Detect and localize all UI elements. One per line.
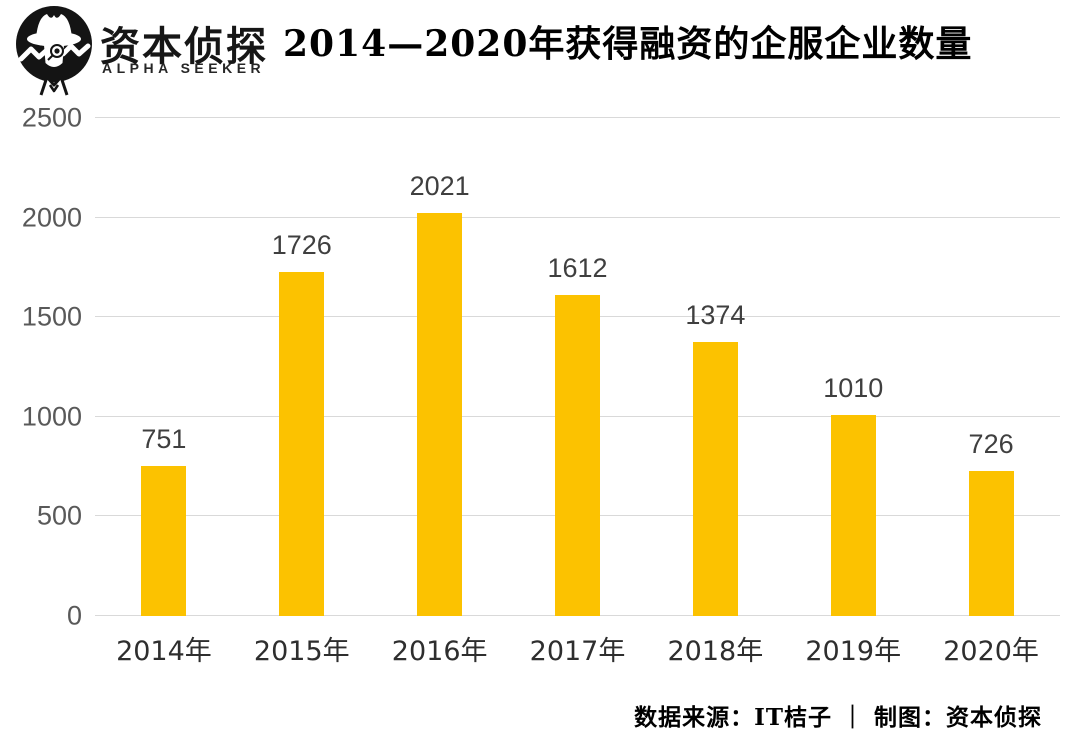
x-tick-label: 2018年 [667,636,764,667]
x-tick-label: 2015年 [253,636,350,667]
bar [279,272,325,616]
bar-value-label: 751 [141,424,187,455]
bar-chart-plot-area: 751 2014年 1726 2015年 2021 2016年 1612 2017年 1374 2… [95,117,1060,667]
detective-icon [16,6,92,96]
x-tick-label: 2014年 [116,636,212,667]
y-tick-label-500: 500 [36,500,82,531]
gridline-2500 [95,117,1060,118]
y-tick-label-1500: 1500 [21,301,82,332]
bar [692,342,738,616]
chart-title: 2014—2020年获得融资的企服企业数量 [283,23,973,65]
x-tick-label: 2017年 [529,636,626,667]
brand-name-english: ALPHA SEEKER [102,60,266,76]
x-tick-label: 2020年 [943,636,1039,667]
y-axis-tick-labels: 0 500 1000 1500 2000 2500 [14,103,82,631]
bar [968,471,1014,616]
y-tick-label-2000: 2000 [21,202,82,233]
bar-column-2019年: 1010 2019年 [784,118,922,667]
brand-name-chinese: 资本侦探 [100,24,268,70]
x-tick-label: 2016年 [391,636,488,667]
bar [417,213,463,616]
header: 资本侦探 ALPHA SEEKER 2014—2020年获得融资的企服企业数量 [0,0,1080,100]
bar-value-label: 2021 [409,171,470,202]
bar [555,294,600,616]
data-source-caption: 数据来源：IT桔子 ｜ 制图：资本侦探 [634,704,1042,731]
bar-column-2017年: 1612 2017年 [509,118,647,667]
y-tick-label-2500: 2500 [21,102,82,133]
bar-value-label: 726 [968,429,1014,460]
bars-row: 751 2014年 1726 2015年 2021 2016年 1612 2017年 1374 2… [95,118,1060,667]
bar-column-2018年: 1374 2018年 [646,118,784,667]
y-tick-label-0: 0 [66,600,82,631]
bar-column-2016年: 2021 2016年 [371,118,509,667]
y-tick-label-1000: 1000 [21,401,82,432]
gridline-2000 [95,216,1060,218]
bar-value-label: 1374 [685,300,746,331]
bar-column-2014年: 751 2014年 [95,118,233,667]
bar-column-2020年: 726 2020年 [922,118,1060,667]
bar [830,414,876,616]
alpha-seeker-detective-logo-icon [13,5,95,99]
bar-value-label: 1726 [271,230,332,261]
x-tick-label: 2019年 [805,636,902,667]
bar-value-label: 1010 [823,372,884,403]
bar-value-label: 1612 [547,252,608,283]
bar-column-2015年: 1726 2015年 [233,118,371,667]
bar [141,466,187,616]
